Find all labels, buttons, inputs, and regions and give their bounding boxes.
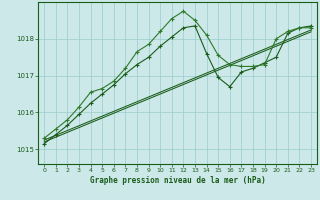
X-axis label: Graphe pression niveau de la mer (hPa): Graphe pression niveau de la mer (hPa) [90,176,266,185]
